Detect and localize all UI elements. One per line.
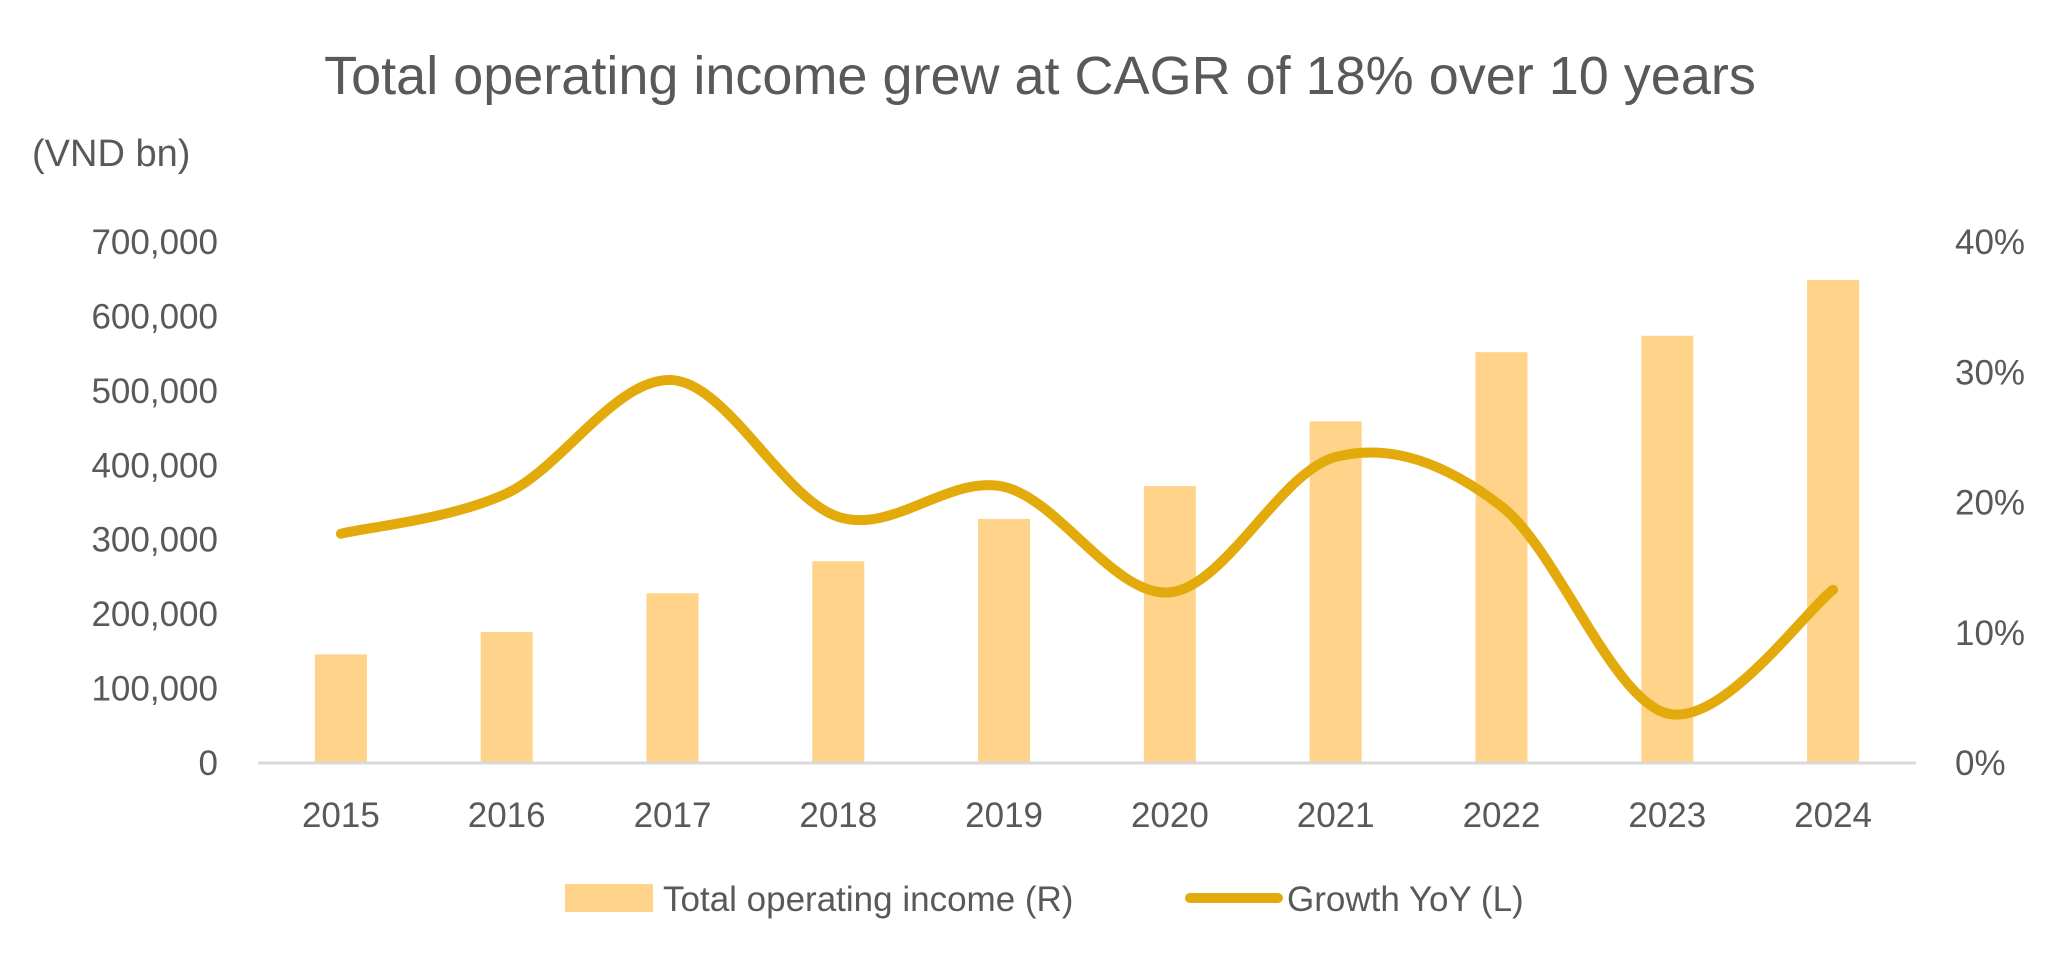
bar-2015 [314,654,367,763]
x-axis-tick-label: 2015 [302,796,380,835]
left-axis-tick-label: 100,000 [91,670,218,709]
bar-2018 [812,561,865,763]
growth-line [335,375,1839,720]
legend-label-total-operating-income: Total operating income (R) [663,880,1073,919]
left-axis-tick-label: 300,000 [91,521,218,560]
left-axis-tick-label: 200,000 [91,595,218,634]
bar-2021 [1309,421,1362,763]
bar-2022 [1475,352,1528,763]
bar-2017 [646,593,699,763]
left-axis-tick-label: 600,000 [91,297,218,336]
unit-label: (VND bn) [32,133,190,175]
legend-swatch-total-operating-income [565,884,653,912]
x-axis-tick-label: 2021 [1297,796,1375,835]
left-axis-tick-label: 700,000 [91,223,218,262]
left-axis-tick-label: 400,000 [91,446,218,485]
left-axis-tick-label: 0 [199,744,218,783]
bar-series [314,279,1860,763]
x-axis-tick-label: 2022 [1463,796,1541,835]
x-axis-tick-label: 2019 [965,796,1043,835]
chart-title: Total operating income grew at CAGR of 1… [324,46,1756,106]
right-axis-ticks: 0% 10% 20% 30% 40% [1955,223,2025,783]
left-axis-tick-label: 500,000 [91,372,218,411]
x-axis-tick-label: 2020 [1131,796,1209,835]
legend: Total operating income (R) Growth YoY (L… [565,880,1524,919]
bar-2024 [1807,279,1860,763]
legend-label-growth-yoy: Growth YoY (L) [1287,880,1524,919]
right-axis-tick-label: 20% [1955,484,2025,523]
right-axis-tick-label: 10% [1955,614,2025,653]
bar-2023 [1641,335,1694,763]
x-axis-tick-label: 2016 [468,796,546,835]
right-axis-tick-label: 40% [1955,223,2025,262]
right-axis-tick-label: 30% [1955,353,2025,392]
x-axis-tick-label: 2018 [799,796,877,835]
x-axis-ticks: 2015 2016 2017 2018 2019 2020 2021 2022 2023 2024 [302,796,1872,835]
left-axis-ticks: 0 100,000 200,000 300,000 400,000 500,000 600,… [91,223,218,783]
x-axis-tick-label: 2023 [1628,796,1706,835]
bar-2016 [480,632,533,763]
x-axis-tick-label: 2017 [634,796,712,835]
x-axis-tick-label: 2024 [1794,796,1872,835]
bar-2020 [1143,486,1196,763]
bar-2019 [978,518,1031,763]
right-axis-tick-label: 0% [1955,744,2006,783]
